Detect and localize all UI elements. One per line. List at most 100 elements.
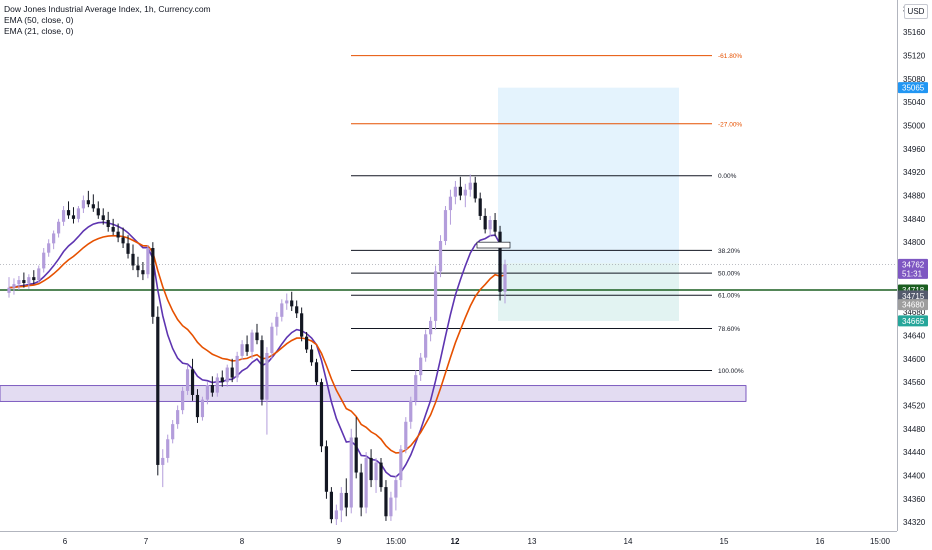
candle-body [344,492,348,508]
price-tick-label: 34520 [903,401,926,410]
price-tick-label: 34320 [903,518,926,527]
candle-body [478,198,482,216]
candle-body [270,326,274,353]
candle-body [309,349,314,363]
candle-body [166,439,170,458]
candle-body [429,320,433,335]
time-tick-label: 9 [337,537,342,546]
price-tick-label: 34400 [903,471,926,480]
ema-21-label: EMA (21, close, 0) [4,26,74,36]
price-tick-label: 34600 [903,355,926,364]
candle-body [7,287,11,293]
candle-body [503,264,507,292]
time-tick-label: 16 [816,537,825,546]
time-tick-label: 12 [451,537,460,546]
price-tick-label: 34920 [903,168,926,177]
candle-body [394,480,398,498]
candle-body [126,243,130,254]
candle-body [205,385,209,400]
currency-button[interactable]: USD [904,4,928,19]
candle-body [414,375,418,401]
candle-body [295,306,299,314]
price-tick-label: 34640 [903,331,926,340]
candle-body [384,487,388,517]
price-tick-label: 34360 [903,495,926,504]
time-tick-label: 13 [528,537,537,546]
fib-level-label: 78.60% [718,326,740,333]
candle-body [185,369,190,391]
candle-body [141,270,145,275]
candle-body [91,204,95,209]
time-tick-label: 15:00 [870,537,891,546]
candle-body [81,200,85,209]
candle-body [354,437,358,473]
candle-body [171,424,175,440]
candle-body [424,334,428,358]
demand-zone-rectangle[interactable] [0,385,747,402]
fib-level-label: 100.00% [718,368,744,375]
candle-body [37,268,41,281]
candle-body [334,510,338,520]
candle-body [483,215,487,230]
candle-body [195,394,200,418]
candle-body [245,344,249,352]
candle-body [106,220,110,228]
price-tick-label: 35000 [903,122,926,131]
chart-title: Dow Jones Industrial Average Index, 1h, … [4,4,211,14]
candle-body [419,357,423,376]
candle-body [468,182,472,190]
candle-body [399,449,403,481]
fib-level-label: 0.00% [718,173,737,180]
candle-body [305,336,309,350]
candle-body [121,237,125,244]
candle-body [319,382,324,447]
candle-body [265,352,269,400]
candle-body [146,248,150,275]
candle-body [42,252,46,269]
candle-body [111,227,115,232]
price-tick-label: 34880 [903,192,926,201]
candle-body [220,377,224,383]
candle-body [359,472,363,508]
price-tag-label: 34715 [902,292,925,301]
candle-body [131,253,135,266]
candle-body [290,300,294,307]
candle-body [280,303,284,317]
candle-body [349,437,353,508]
candle-body [86,200,90,205]
candle-body [404,421,408,450]
chart-legend: Dow Jones Industrial Average Index, 1h, … [4,4,211,37]
price-tag [898,258,928,279]
candle-body [285,300,289,304]
position-stop-zone[interactable] [498,263,679,321]
candle-body [57,221,61,234]
ema-50-label: EMA (50, close, 0) [4,15,74,25]
candle-body [493,220,497,232]
candle-body [235,355,239,378]
candle-body [181,390,185,411]
candle-body [389,497,393,517]
candle-body [200,399,205,418]
fib-level-label: 50.00% [718,271,740,278]
ema-21-line [8,221,506,478]
candle-body [324,446,329,492]
ema-50-line [8,234,506,454]
price-tick-label: 35160 [903,28,926,37]
candle-body [66,210,71,216]
price-tag-label: 34762 [902,260,925,269]
price-tag-label: 35065 [902,84,925,93]
candle-body [473,182,477,199]
marker-rectangle[interactable] [476,241,511,249]
fib-level-label: 61.00% [718,293,740,300]
candle-body [314,362,319,383]
price-tag [898,290,928,302]
candle-body [453,186,457,197]
candle-body [151,248,155,317]
price-tag [898,299,928,311]
candle-body [379,462,383,488]
candle-body [409,400,413,422]
candle-body [156,316,160,465]
fib-level-label: -27.00% [718,121,742,128]
candle-body [329,491,333,520]
